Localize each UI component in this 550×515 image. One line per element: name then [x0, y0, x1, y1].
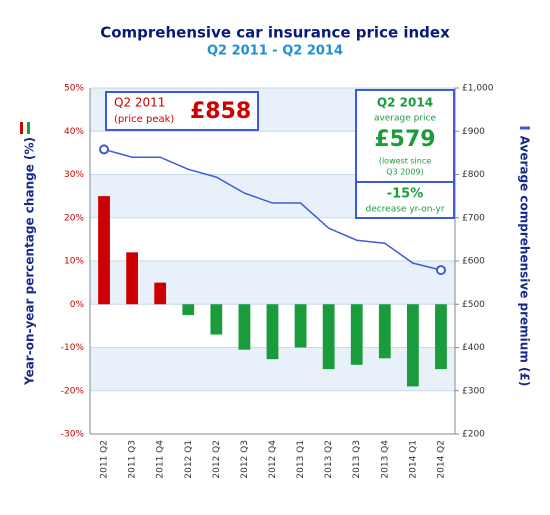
- bar: [266, 304, 279, 360]
- y2-tick-label: £300: [462, 386, 485, 396]
- y-tick-label: 40%: [64, 127, 84, 137]
- chart-title: Comprehensive car insurance price index: [100, 24, 450, 42]
- bar: [126, 252, 139, 305]
- chart-subtitle: Q2 2011 - Q2 2014: [207, 44, 343, 59]
- annotation-text: Q2 2011: [114, 96, 165, 110]
- y2-tick-label: £200: [462, 430, 485, 440]
- x-tick-label: 2011 Q2: [100, 440, 110, 479]
- y2-tick-label: £600: [462, 257, 485, 267]
- y-axis-title: Year-on-year percentage change (%): [23, 137, 37, 386]
- legend-icon: [27, 122, 30, 134]
- bar: [378, 304, 391, 359]
- bar: [210, 304, 223, 335]
- x-tick-label: 2014 Q1: [408, 440, 418, 479]
- x-tick-label: 2013 Q4: [380, 440, 390, 479]
- annotation-text: average price: [374, 114, 437, 124]
- y-tick-label: 30%: [64, 170, 84, 180]
- y-tick-label: 50%: [64, 84, 84, 94]
- y2-tick-label: £400: [462, 343, 485, 353]
- y-tick-label: -20%: [61, 386, 85, 396]
- annotation-value: £579: [374, 127, 435, 152]
- bar: [350, 304, 363, 365]
- y-tick-label: 10%: [64, 257, 84, 267]
- annotation-text: -15%: [387, 187, 424, 202]
- annotation-box: [105, 91, 259, 131]
- x-tick-label: 2014 Q2: [436, 440, 446, 479]
- annotation-text: Q2 2014: [377, 96, 433, 110]
- annotation-text: Q3 2009): [386, 168, 423, 177]
- point-marker: [435, 265, 446, 276]
- bar: [182, 304, 195, 316]
- x-tick-label: 2013 Q1: [296, 440, 306, 479]
- legend-icon: [20, 122, 23, 134]
- y2-axis-title: Average comprehensive premium (£): [518, 136, 532, 387]
- bar: [294, 304, 307, 348]
- x-tick-label: 2011 Q4: [156, 440, 166, 479]
- y2-tick-label: £900: [462, 127, 485, 137]
- bar: [98, 196, 110, 305]
- x-tick-label: 2012 Q3: [240, 440, 250, 479]
- x-tick-label: 2013 Q2: [324, 440, 334, 479]
- x-tick-label: 2011 Q3: [128, 440, 138, 479]
- y-tick-label: -30%: [61, 430, 85, 440]
- y-tick-label: 0%: [70, 300, 85, 310]
- annotation-box: [355, 181, 455, 219]
- bar: [435, 304, 447, 370]
- point-marker: [99, 144, 110, 155]
- bar: [406, 304, 419, 387]
- bar: [322, 304, 335, 370]
- y-tick-label: 20%: [64, 213, 84, 223]
- x-tick-label: 2013 Q3: [352, 440, 362, 479]
- bar: [238, 304, 251, 350]
- x-tick-label: 2012 Q4: [268, 440, 278, 479]
- line: [103, 148, 442, 271]
- x-tick-label: 2012 Q2: [212, 440, 222, 479]
- y2-tick-label: £800: [462, 170, 485, 180]
- y-tick-label: -10%: [61, 343, 85, 353]
- annotation-text: (lowest since: [379, 157, 431, 166]
- y2-tick-label: £700: [462, 213, 485, 223]
- bar: [154, 282, 167, 305]
- annotation-value: £858: [190, 99, 251, 124]
- annotation-text: decrease yr-on-yr: [365, 205, 444, 215]
- y2-tick-label: £500: [462, 300, 485, 310]
- x-tick-label: 2012 Q1: [184, 440, 194, 479]
- annotation-text: (price peak): [114, 114, 174, 125]
- y2-tick-label: £1,000: [462, 84, 494, 94]
- background-band: [90, 261, 455, 305]
